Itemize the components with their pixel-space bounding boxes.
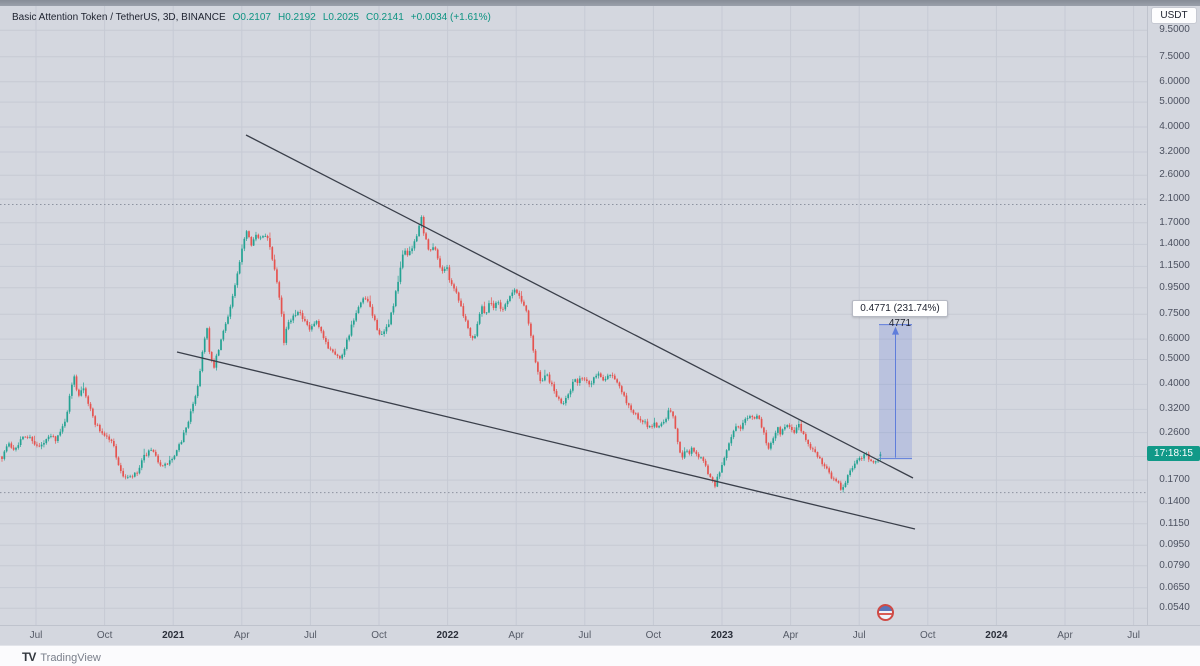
- ohlc-close: C0.2141: [365, 12, 404, 23]
- symbol-title[interactable]: Basic Attention Token / TetherUS, 3D, BI…: [12, 12, 226, 23]
- price-tick-label: 0.0540: [1159, 602, 1190, 614]
- price-tick-label: 3.2000: [1159, 145, 1190, 157]
- price-tick-label: 0.1400: [1159, 495, 1190, 507]
- price-change: +0.0034 (+1.61%): [410, 12, 491, 23]
- price-tick-label: 0.4000: [1159, 378, 1190, 390]
- tradingview-logo[interactable]: TV TradingView: [22, 650, 101, 664]
- price-tick-label: 0.5000: [1159, 353, 1190, 365]
- calendar-event-icon[interactable]: [877, 604, 894, 621]
- price-tick-label: 7.5000: [1159, 50, 1190, 62]
- ohlc-low: L0.2025: [322, 12, 359, 23]
- price-tick-label: 0.0650: [1159, 581, 1190, 593]
- bar-countdown-price-label: 17:18:15: [1147, 446, 1200, 461]
- time-tick-label: Oct: [920, 630, 936, 641]
- price-tick-label: 0.1700: [1159, 474, 1190, 486]
- time-tick-label: Jul: [1127, 630, 1140, 641]
- price-axis[interactable]: 9.5000 7.5000 6.0000 5.0000 4.0000 3.2000 2.60…: [1147, 6, 1200, 625]
- price-tick-label: 0.9500: [1159, 281, 1190, 293]
- time-tick-label: Apr: [508, 630, 524, 641]
- tradingview-logo-icon: TV: [22, 650, 36, 664]
- time-tick-label: Apr: [1057, 630, 1073, 641]
- price-tick-label: 1.1500: [1159, 260, 1190, 272]
- symbol-legend[interactable]: Basic Attention Token / TetherUS, 3D, BI…: [12, 11, 498, 25]
- price-tick-label: 5.0000: [1159, 96, 1190, 108]
- time-tick-label: 2024: [985, 630, 1008, 641]
- chart-pane[interactable]: [0, 6, 1147, 625]
- price-tick-label: 1.7000: [1159, 216, 1190, 228]
- measure-tool-label[interactable]: 0.4771 (231.74%) 4771: [852, 300, 948, 329]
- time-tick-label: Oct: [645, 630, 662, 641]
- tradingview-logo-text: TradingView: [40, 652, 101, 664]
- window-edge: [0, 0, 1200, 6]
- time-tick-label: Jul: [29, 630, 43, 641]
- price-tick-label: 6.0000: [1159, 75, 1190, 87]
- lower-support-trendline[interactable]: [176, 351, 916, 530]
- currency-toggle-button[interactable]: USDT: [1151, 7, 1197, 24]
- time-tick-label: Jul: [852, 630, 866, 641]
- time-tick-label: Jul: [303, 630, 317, 641]
- price-tick-label: 0.1150: [1159, 517, 1190, 529]
- price-tick-label: 4.0000: [1159, 121, 1190, 132]
- price-tick-label: 2.6000: [1159, 169, 1190, 181]
- time-tick-label: Apr: [782, 630, 799, 641]
- candles: [1, 215, 882, 493]
- time-tick-label: 2021: [162, 630, 185, 641]
- time-tick-label: 2022: [436, 630, 459, 641]
- price-tick-label: 0.2600: [1159, 426, 1190, 438]
- price-tick-label: 9.5000: [1159, 24, 1190, 36]
- time-tick-label: Jul: [578, 630, 592, 641]
- time-tick-label: Apr: [234, 630, 250, 641]
- time-tick-label: Oct: [371, 630, 387, 641]
- price-tick-label: 1.4000: [1159, 238, 1190, 250]
- ohlc-high: H0.2192: [278, 12, 316, 23]
- upper-resistance-trendline[interactable]: [245, 134, 914, 479]
- price-tick-label: 2.1000: [1159, 193, 1190, 205]
- price-tick-label: 0.0790: [1159, 559, 1190, 571]
- grid: [0, 6, 1147, 625]
- ohlc-open: O0.2107: [232, 12, 271, 23]
- time-tick-label: Oct: [96, 630, 113, 641]
- price-tick-label: 0.3200: [1159, 403, 1190, 415]
- footer-bar: TV TradingView: [0, 645, 1200, 666]
- price-tick-label: 0.6000: [1159, 333, 1190, 345]
- price-tick-label: 0.0950: [1159, 539, 1190, 551]
- time-tick-label: 2023: [710, 630, 734, 641]
- time-axis[interactable]: Jul Oct 2021 Apr Jul Oct 2022 Apr Jul Oct 2023 Apr J…: [0, 625, 1200, 645]
- price-tick-label: 0.7500: [1159, 308, 1190, 320]
- measure-tool[interactable]: [879, 324, 912, 460]
